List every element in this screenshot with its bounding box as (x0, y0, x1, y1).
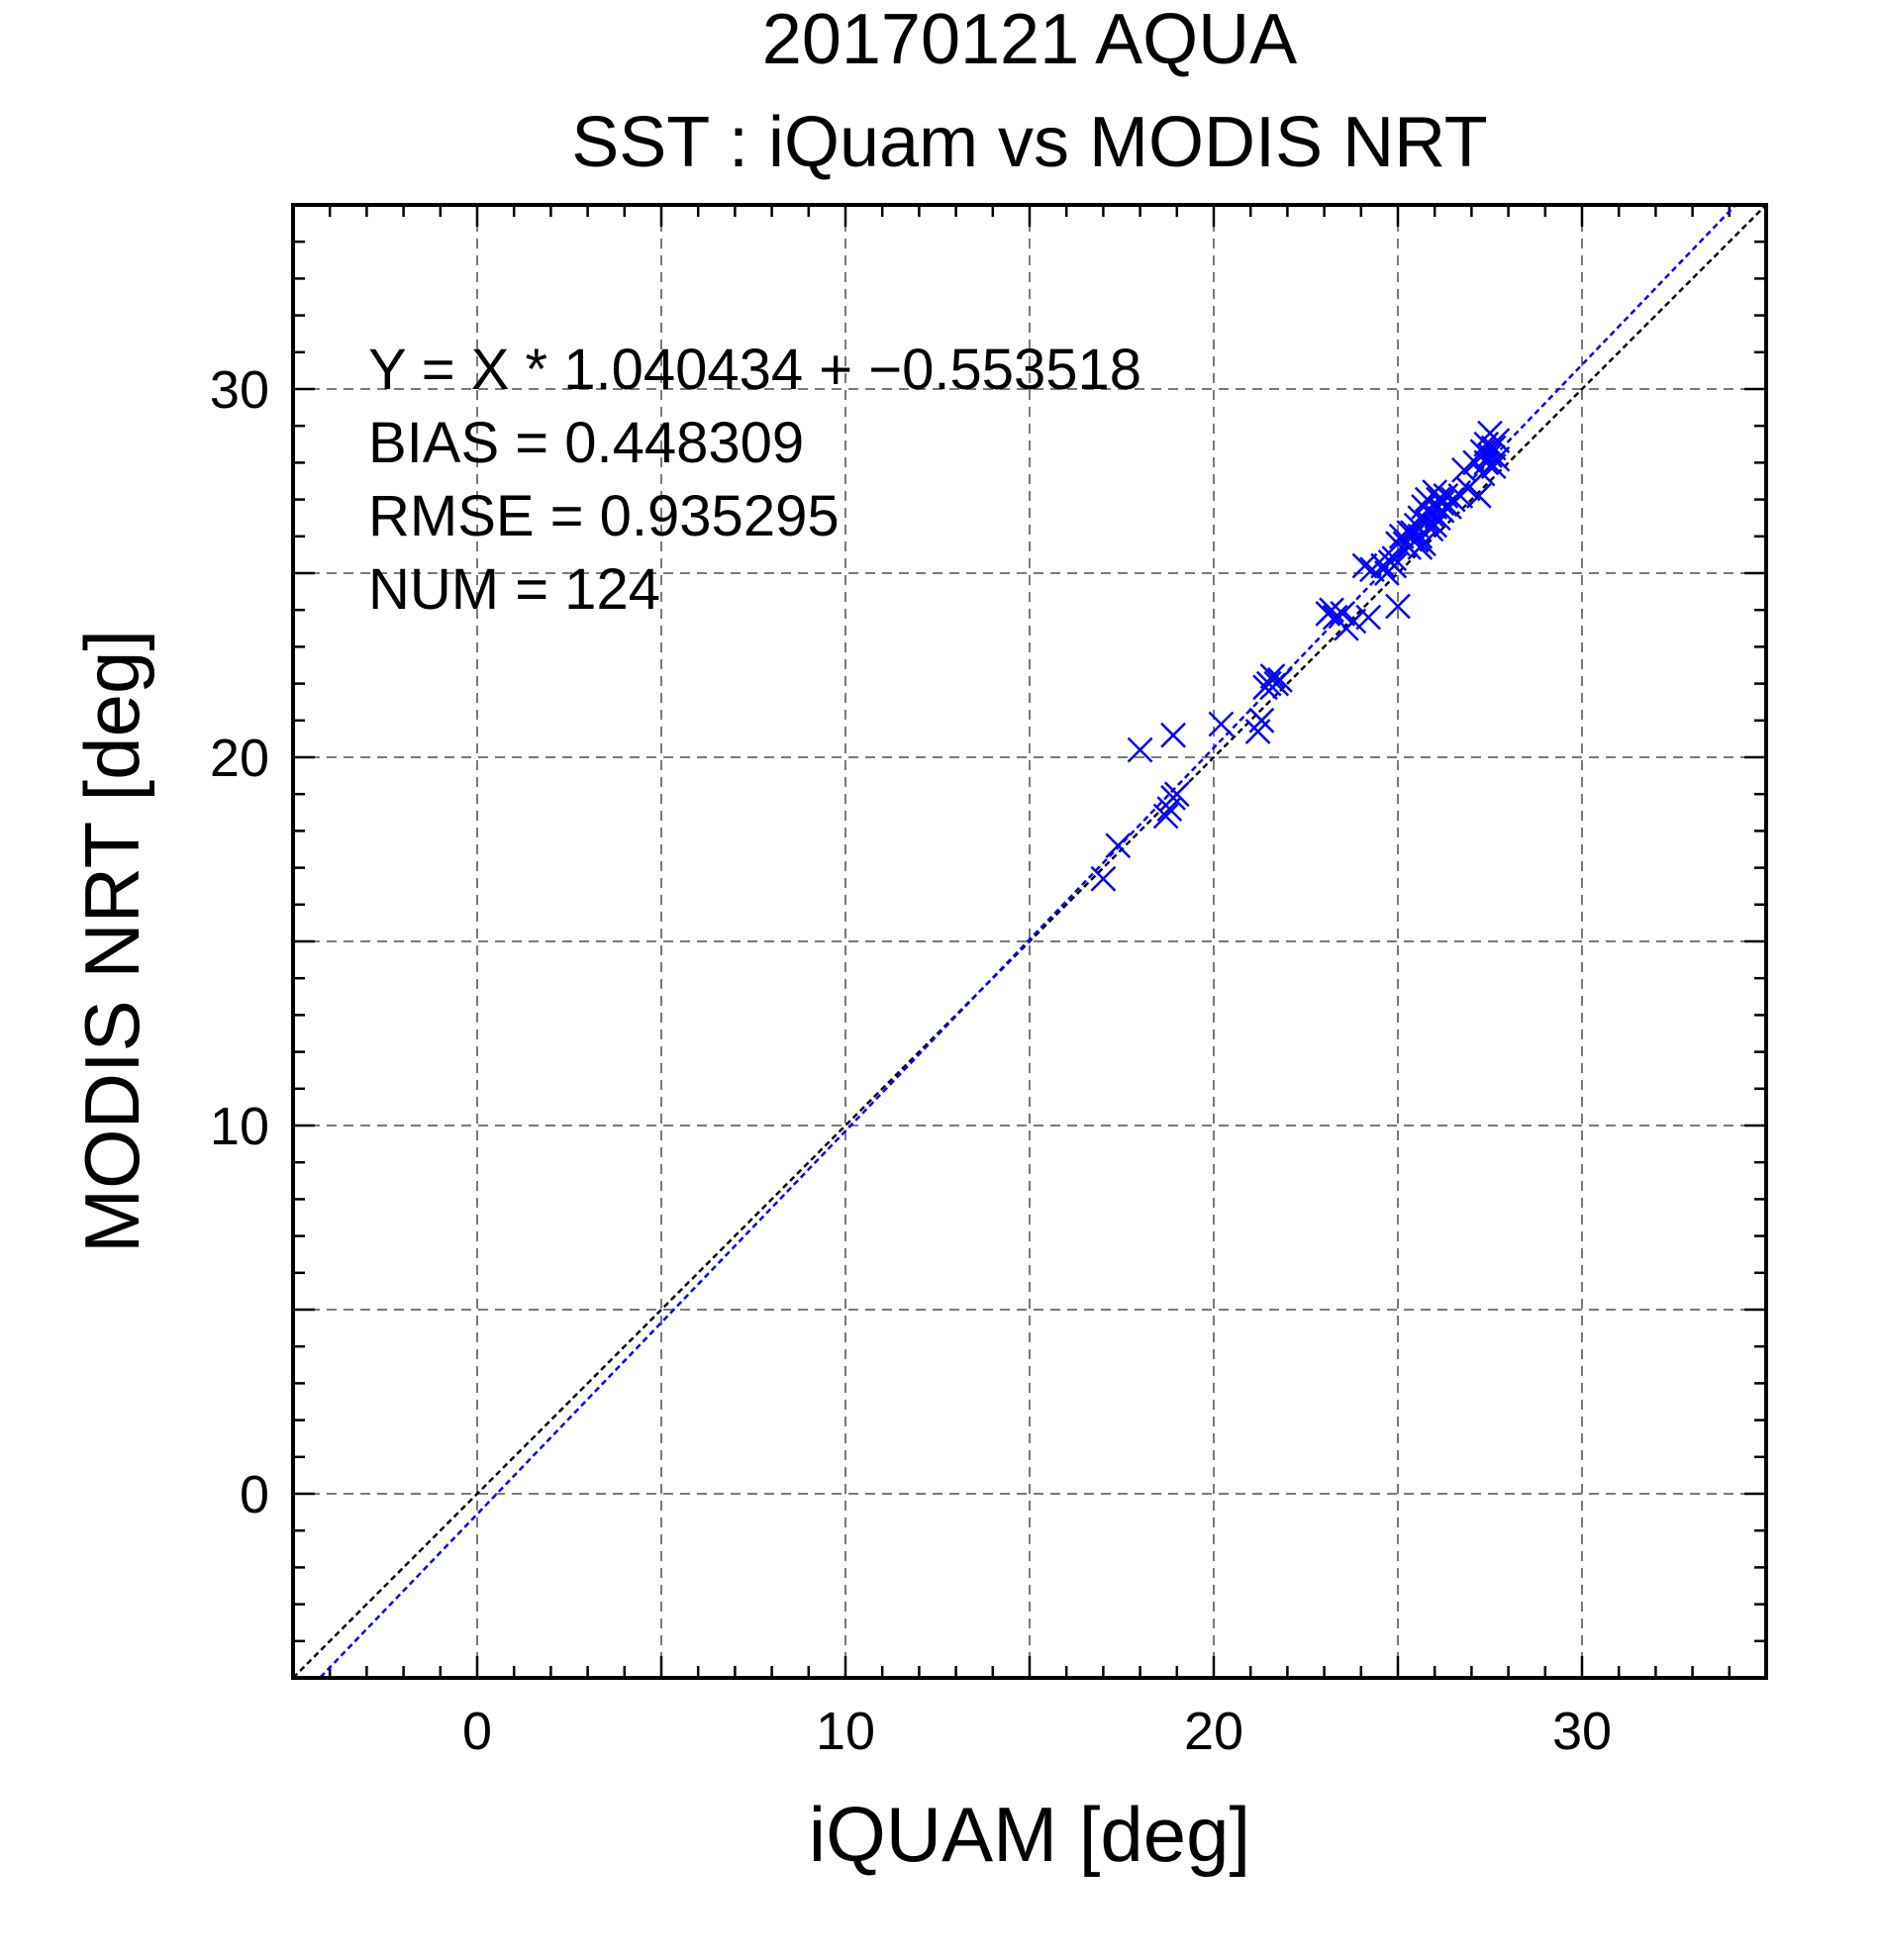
data-point (1208, 711, 1235, 737)
x-tick-label: 0 (462, 1702, 492, 1761)
data-point (1484, 428, 1511, 453)
bias-value: BIAS = 0.448309 (368, 411, 804, 475)
y-tick-label: 10 (210, 1097, 269, 1156)
data-point (1407, 523, 1434, 549)
y-tick-label: 0 (240, 1465, 269, 1524)
rmse-value: RMSE = 0.935295 (368, 484, 840, 548)
data-point (1355, 604, 1382, 631)
data-point (1422, 512, 1448, 539)
data-point (1105, 833, 1132, 859)
data-point (1381, 552, 1408, 579)
fit-line (318, 205, 1737, 1678)
num-value: NUM = 124 (368, 557, 660, 622)
data-point (1370, 552, 1397, 579)
y-tick-label: 20 (210, 729, 269, 788)
data-point (1340, 608, 1367, 635)
identity-line (293, 205, 1766, 1678)
data-point (1465, 482, 1492, 509)
chart-subtitle: SST : iQuam vs MODIS NRT (571, 103, 1488, 182)
reference-lines (293, 205, 1766, 1678)
x-tick-label: 30 (1552, 1702, 1612, 1761)
x-tick-label: 20 (1184, 1702, 1243, 1761)
x-tick-label: 10 (816, 1702, 875, 1761)
data-point (1160, 722, 1186, 748)
fit-equation: Y = X * 1.040434 + −0.553518 (368, 338, 1141, 402)
chart-title: 20170121 AQUA (762, 0, 1297, 79)
tick-labels: 0 10 20 30 0 10 20 30 (210, 360, 1612, 1761)
data-points (1090, 420, 1511, 892)
data-point (1330, 601, 1356, 627)
data-point (1248, 707, 1275, 734)
data-point (1381, 545, 1408, 572)
data-point (1480, 453, 1507, 480)
data-point (1484, 445, 1511, 472)
data-point (1163, 781, 1190, 808)
x-axis-label: iQUAM [deg] (809, 1791, 1250, 1878)
y-tick-label: 30 (210, 360, 269, 420)
data-point (1267, 666, 1293, 693)
data-point (1090, 865, 1117, 892)
data-point (1411, 531, 1436, 557)
y-axis-label: MODIS NRT [deg] (68, 630, 155, 1253)
data-point (1351, 552, 1378, 579)
plot-frame (291, 203, 1768, 1680)
stats-annotation: Y = X * 1.040434 + −0.553518 BIAS = 0.44… (368, 338, 1141, 622)
data-point (1152, 803, 1179, 830)
data-point (1127, 736, 1153, 763)
grid-lines (293, 205, 1766, 1678)
data-point (1439, 486, 1466, 513)
data-point (1259, 663, 1286, 690)
data-point (1385, 593, 1411, 620)
